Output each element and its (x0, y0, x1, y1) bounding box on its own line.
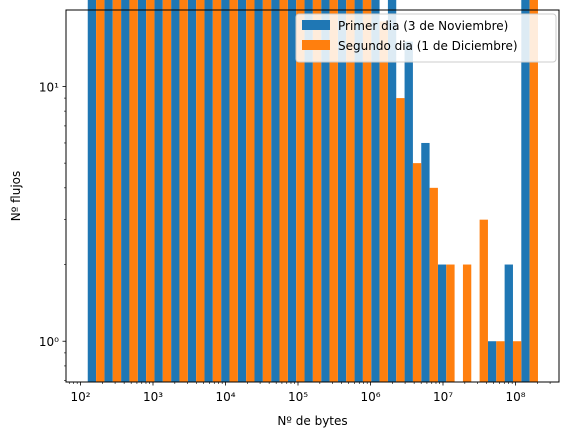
bar-s0-bin20 (421, 142, 430, 382)
bar-s0-bin13 (304, 0, 313, 382)
x-tick-label: 10⁴ (215, 390, 235, 404)
bar-s1-bin9 (246, 0, 255, 382)
bar-s1-bin14 (329, 0, 338, 383)
bar-s1-bin22 (462, 264, 472, 382)
bar-s0-bin24 (487, 341, 497, 382)
x-tick-label: 10⁵ (288, 390, 308, 404)
bar-s0-bin11 (271, 0, 280, 382)
legend-label-primer-dia: Primer dia (3 de Noviembre) (338, 19, 508, 33)
x-tick-label: 10⁸ (505, 390, 525, 404)
bar-s1-bin16 (362, 0, 372, 382)
bar-s0-bin8 (221, 0, 230, 382)
bar-s1-bin7 (212, 0, 222, 382)
x-tick-label: 10² (70, 390, 90, 404)
x-axis-label: Nº de bytes (277, 414, 347, 428)
legend-label-segundo-dia: Segundo dia (1 de Diciembre) (338, 39, 518, 53)
legend: Primer dia (3 de Noviembre) Segundo dia … (295, 13, 557, 63)
x-tick-label: 10⁷ (433, 390, 453, 404)
legend-box (295, 13, 557, 63)
bar-s1-bin11 (279, 0, 288, 382)
bar-s0-bin5 (171, 0, 180, 382)
bar-s0-bin26 (521, 0, 530, 383)
legend-swatch-primer-dia (302, 20, 330, 30)
bar-s1-bin1 (112, 0, 122, 382)
legend-swatch-segundo-dia (302, 40, 330, 50)
bar-s1-bin0 (96, 0, 105, 383)
bar-s1-bin5 (179, 0, 188, 382)
bar-s1-bin25 (512, 341, 522, 382)
bar-s1-bin20 (429, 187, 438, 382)
y-tick-label: 10⁰ (39, 335, 59, 349)
bar-s0-bin15 (337, 0, 347, 383)
bar-s0-bin7 (204, 0, 213, 382)
bar-s1-bin10 (262, 0, 272, 382)
bar-s1-bin17 (379, 21, 388, 382)
bar-s1-bin26 (529, 0, 538, 382)
bar-s0-bin16 (354, 0, 363, 382)
bar-s1-bin23 (479, 219, 488, 382)
bar-s0-bin19 (404, 41, 413, 383)
bar-s1-bin19 (412, 163, 422, 382)
axes-frame (65, 9, 560, 383)
bar-s0-bin2 (121, 0, 130, 382)
bar-s1-bin15 (346, 0, 355, 383)
bar-s0-bin21 (437, 264, 447, 382)
bar-s0-bin0 (87, 0, 97, 382)
bar-s0-bin12 (287, 0, 297, 382)
y-axis-ticks: 10⁰10¹10²10³ (39, 80, 66, 382)
bar-s0-bin9 (237, 0, 247, 382)
bar-s0-bin18 (387, 0, 397, 382)
bar-s1-bin12 (296, 0, 305, 383)
y-axis-label: Nº flujos (9, 171, 23, 222)
bar-s0-bin6 (187, 0, 197, 383)
bar-s0-bin17 (371, 0, 380, 382)
bar-s1-bin24 (496, 341, 505, 382)
bar-s0-bin1 (104, 0, 113, 382)
bar-s1-bin18 (396, 98, 405, 383)
bar-s1-bin4 (162, 0, 172, 382)
bar-s0-bin3 (137, 0, 147, 383)
x-tick-label: 10³ (143, 390, 163, 404)
bar-s0-bin25 (504, 264, 513, 382)
bar-s0-bin14 (321, 0, 330, 382)
bar-s0-bin4 (154, 0, 163, 382)
x-axis-ticks: 10² 10³ 10⁴ 10⁵ 10⁶ 10⁷ 10⁸ (68, 382, 551, 404)
bar-s1-bin3 (146, 0, 155, 382)
bar-s1-bin6 (196, 0, 205, 382)
bar-s1-bin21 (446, 264, 455, 382)
x-tick-label: 10⁶ (360, 390, 380, 404)
bars-group (87, 0, 538, 383)
bar-s0-bin10 (254, 0, 263, 382)
bar-s1-bin2 (129, 0, 138, 382)
bar-s1-bin8 (229, 0, 238, 382)
y-tick-label: 10¹ (39, 80, 59, 94)
bar-s1-bin13 (312, 0, 322, 383)
